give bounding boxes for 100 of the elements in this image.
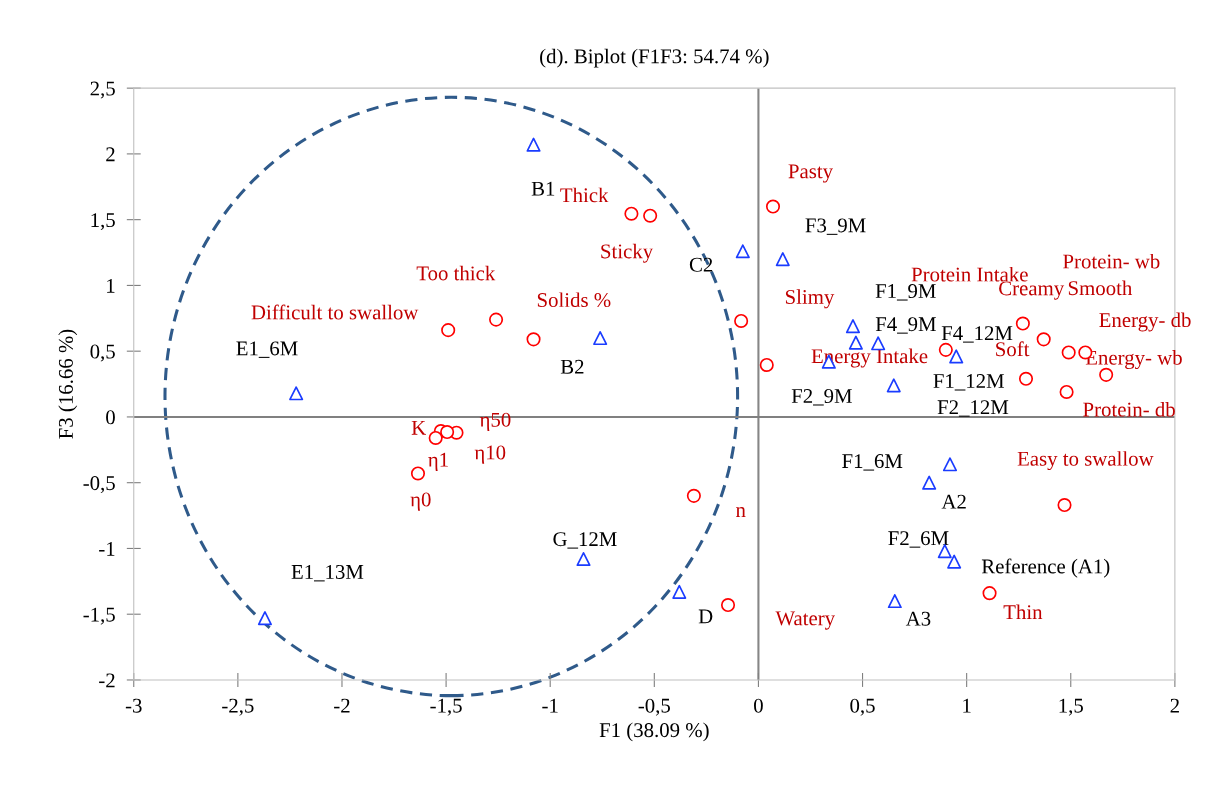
point [947, 554, 962, 569]
annotation: η0 [410, 492, 431, 511]
annotation: Watery [775, 611, 836, 630]
annotation: η1 [428, 452, 448, 472]
annotation: Smooth [1068, 280, 1133, 296]
point [672, 584, 687, 599]
point [489, 312, 504, 327]
y-tick-label: -1,5 [83, 607, 115, 625]
y-axis-title: F3 (16.66 %) [58, 329, 78, 439]
y-tick-label: 1,5 [91, 213, 115, 231]
point [643, 208, 658, 223]
x-tick-label: 2 [1170, 698, 1179, 713]
x-tick-label: 0,5 [850, 698, 875, 716]
point [734, 313, 749, 328]
x-tick-label: 1,5 [1059, 698, 1083, 716]
point [686, 488, 701, 503]
annotation: D [698, 609, 713, 624]
point [922, 475, 937, 490]
point [886, 378, 901, 393]
annotation: Easy to swallow [1017, 451, 1154, 471]
annotation: n [736, 507, 746, 517]
annotation: Creamy [999, 281, 1065, 300]
point [593, 330, 608, 346]
point [759, 357, 774, 373]
annotation: Protein Intake [911, 266, 1028, 282]
x-tick-label: 0 [754, 698, 763, 713]
y-tick-label: 0 [106, 410, 115, 425]
annotation: E1_6M [236, 341, 298, 358]
annotation: Pasty [788, 164, 833, 183]
point [720, 597, 736, 613]
annotation: F1_6M [842, 454, 903, 471]
annotation: K [411, 420, 426, 435]
y-tick-label: 0,5 [90, 344, 115, 362]
annotation: Thick [560, 187, 609, 203]
annotation: F2_9M [791, 389, 852, 406]
annotation: A3 [905, 611, 931, 626]
annotation: Sticky [601, 243, 654, 263]
annotation: Soft [996, 341, 1030, 357]
x-tick-label: -3 [125, 698, 142, 713]
point [1057, 498, 1072, 513]
annotation: F3_9M [805, 218, 866, 235]
annotation: F4_9M [875, 317, 936, 334]
point [942, 457, 958, 472]
annotation: F2_12M [937, 400, 1009, 417]
annotation: Difficult to swallow [251, 304, 419, 320]
chart-title: (d). Biplot (F1F3: 54.74 %) [540, 48, 769, 68]
point [949, 349, 964, 364]
point [1059, 384, 1074, 399]
annotation: F4_12M [941, 326, 1013, 343]
annotation: Solids % [537, 292, 611, 308]
x-tick-label: -2 [334, 698, 350, 713]
y-tick-label: 2 [106, 147, 115, 162]
x-tick-label: -1 [542, 698, 558, 713]
y-tick-label: -1 [99, 541, 115, 556]
annotation: B1 [531, 181, 555, 196]
annotation: η50 [479, 412, 511, 432]
x-tick-label: -0,5 [638, 698, 670, 716]
point [526, 137, 541, 152]
point [735, 244, 750, 259]
point [848, 335, 863, 350]
point [845, 319, 861, 334]
x-tick-label: -1,5 [430, 698, 462, 716]
annotation: F1_12M [933, 374, 1005, 391]
annotation: Thin [1003, 604, 1043, 620]
point [576, 551, 591, 567]
annotation: F2_6M [888, 531, 949, 548]
y-tick-label: -0,5 [83, 476, 115, 494]
annotation: B2 [560, 359, 584, 374]
point [257, 611, 272, 626]
annotation: Reference (A1) [981, 558, 1110, 578]
annotation: A2 [941, 494, 966, 509]
annotation: G_12M [553, 532, 617, 549]
annotation: Energy- db [1099, 312, 1191, 332]
annotation: Protein- wb [1063, 253, 1160, 269]
annotation: Slimy [785, 289, 835, 309]
annotation: E1_13M [291, 564, 364, 582]
point [887, 594, 902, 609]
x-axis-title: F1 (38.09 %) [599, 722, 709, 742]
annotation: C2 [689, 257, 713, 272]
annotation: Too thick [416, 265, 496, 281]
y-tick-label: 1 [107, 278, 115, 293]
point [982, 586, 997, 601]
y-tick-label: 2,5 [90, 81, 115, 99]
point [410, 466, 426, 481]
point [938, 342, 953, 357]
point [440, 425, 455, 440]
point [1036, 332, 1051, 347]
point [441, 323, 456, 338]
x-tick-label: 1 [963, 698, 971, 713]
point [775, 252, 790, 267]
point [289, 386, 304, 401]
y-tick-label: -2 [99, 673, 115, 688]
point [526, 332, 541, 347]
annotation: Protein- db [1083, 401, 1175, 417]
point [1015, 316, 1030, 331]
annotation: η10 [474, 445, 506, 464]
point [1018, 371, 1034, 386]
point [1061, 345, 1076, 360]
x-tick-label: -2,5 [222, 698, 254, 716]
point [765, 199, 781, 214]
